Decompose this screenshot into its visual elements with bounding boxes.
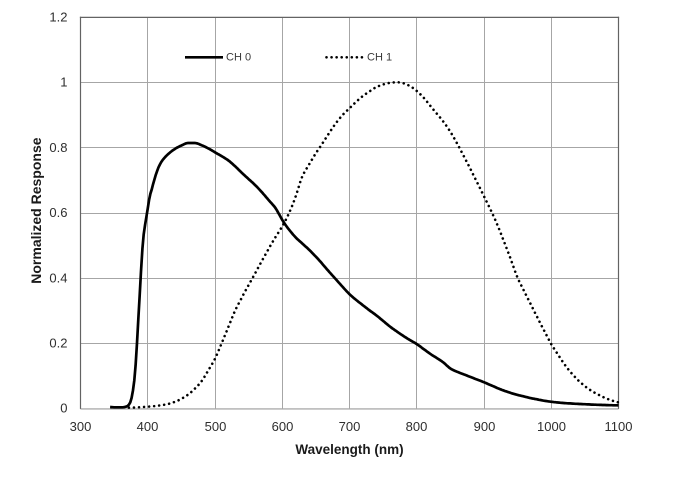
svg-text:900: 900 [474,419,496,434]
svg-text:0.8: 0.8 [49,140,67,155]
svg-text:800: 800 [406,419,428,434]
svg-text:600: 600 [272,419,294,434]
svg-text:1000: 1000 [537,419,566,434]
svg-text:CH 1: CH 1 [367,52,392,64]
svg-text:0.4: 0.4 [49,270,67,285]
svg-text:0.2: 0.2 [49,336,67,351]
svg-text:CH 0: CH 0 [226,52,251,64]
svg-text:Wavelength (nm): Wavelength (nm) [295,442,403,457]
svg-text:1.2: 1.2 [49,9,67,24]
svg-text:Normalized Response: Normalized Response [28,137,44,283]
svg-text:1: 1 [60,75,67,90]
svg-text:1100: 1100 [605,419,633,434]
svg-text:500: 500 [205,419,227,434]
svg-text:700: 700 [339,419,361,434]
svg-text:400: 400 [137,419,159,434]
svg-text:0: 0 [60,401,67,416]
svg-text:0.6: 0.6 [49,205,67,220]
svg-text:300: 300 [70,419,92,434]
